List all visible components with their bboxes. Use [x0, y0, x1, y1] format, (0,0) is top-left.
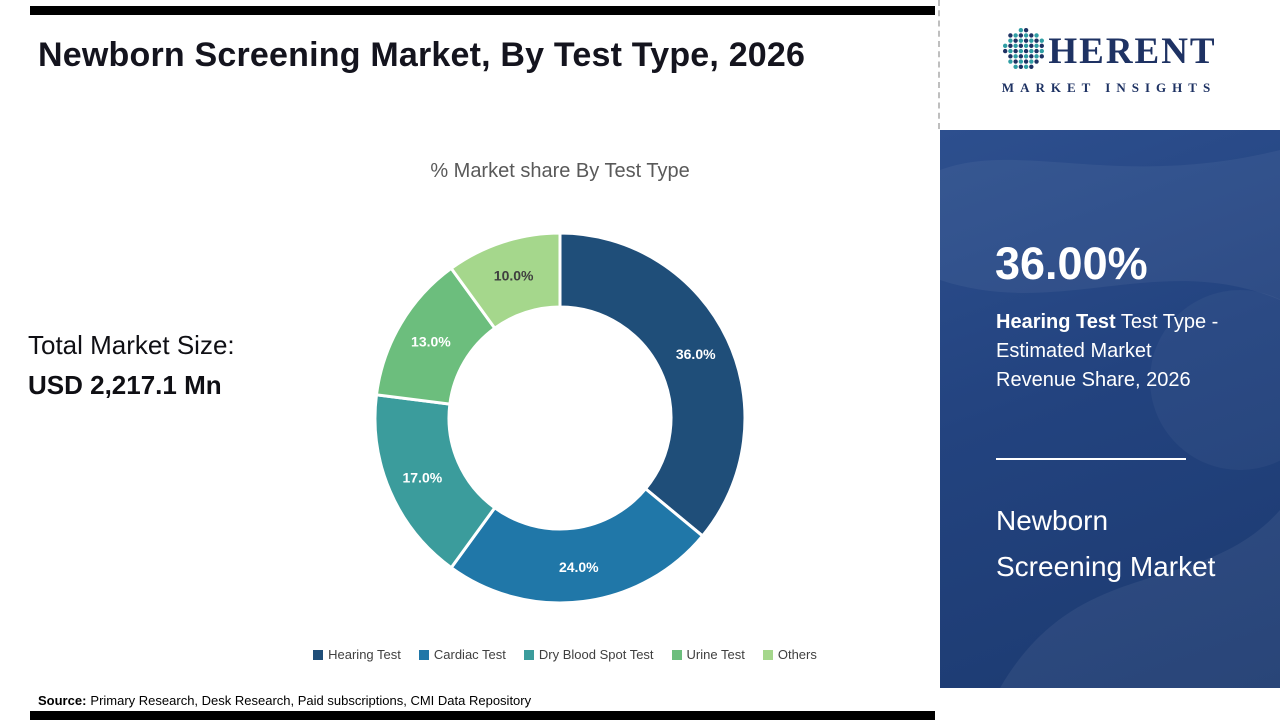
dotted-globe-c-icon	[1001, 26, 1047, 77]
donut-slice	[449, 231, 562, 331]
slice-label: 17.0%	[402, 470, 442, 486]
legend-item: Dry Blood Spot Test	[523, 647, 654, 662]
total-market-size-value: USD 2,217.1 Mn	[28, 370, 222, 400]
donut-chart-container: 36.0% 24.0% 17.0% 13.0% 10.0%	[340, 198, 780, 638]
map-texture	[940, 150, 1280, 688]
logo-tagline: MARKET INSIGHTS	[1001, 80, 1217, 95]
logo-row: HERENT	[948, 26, 1270, 77]
legend-marker	[418, 649, 429, 660]
bottom-accent-bar	[30, 711, 935, 720]
legend-marker	[671, 649, 682, 660]
donut-chart: 36.0% 24.0% 17.0% 13.0% 10.0%	[373, 231, 747, 605]
stat-description-rest: Test Type - Estimated Market Revenue Sha…	[996, 311, 1219, 391]
legend-item: Urine Test	[671, 647, 745, 662]
slice-label: 13.0%	[411, 334, 451, 350]
chart-title: % Market share By Test Type	[430, 160, 690, 182]
slice-label: 10.0%	[494, 267, 534, 283]
legend-marker	[762, 649, 773, 660]
legend-item: Cardiac Test	[418, 647, 506, 662]
stat-description: Hearing Test Test Type - Estimated Marke…	[996, 308, 1236, 395]
legend-label: Others	[777, 647, 817, 662]
donut-slice	[449, 486, 705, 605]
logo-wordmark: HERENT	[1048, 31, 1217, 72]
source-note: Source: Primary Research, Desk Research, …	[38, 693, 531, 708]
donut-slice	[558, 231, 747, 539]
chart-legend: Hearing Test Cardiac Test Dry Blood Spot T…	[220, 647, 910, 662]
source-label: Source:	[38, 693, 87, 708]
slice-label: 24.0%	[559, 559, 599, 575]
legend-item: Others	[762, 647, 817, 662]
total-market-size: Total Market Size: USD 2,217.1 Mn	[28, 330, 235, 401]
legend-item: Hearing Test	[313, 647, 401, 662]
legend-label: Hearing Test	[328, 647, 401, 662]
legend-marker	[523, 649, 534, 660]
slice-label: 36.0%	[676, 346, 716, 362]
dashed-separator	[938, 0, 940, 129]
legend-label: Dry Blood Spot Test	[538, 647, 654, 662]
source-text: Primary Research, Desk Research, Paid su…	[90, 693, 532, 708]
sidebar-panel: 36.00% Hearing Test Test Type - Estimate…	[940, 130, 1280, 688]
legend-label: Cardiac Test	[433, 647, 506, 662]
divider-line	[996, 458, 1186, 460]
market-name: Newborn Screening Market	[996, 505, 1216, 582]
total-market-size-label: Total Market Size:	[28, 330, 235, 360]
stat-description-bold: Hearing Test	[996, 311, 1116, 333]
legend-label: Urine Test	[686, 647, 745, 662]
page-title: Newborn Screening Market, By Test Type, …	[38, 36, 806, 74]
top-accent-bar	[30, 6, 935, 15]
brand-logo: HERENT MARKET INSIGHTS	[948, 26, 1270, 96]
legend-marker	[313, 649, 324, 660]
stat-value: 36.00%	[995, 238, 1148, 289]
